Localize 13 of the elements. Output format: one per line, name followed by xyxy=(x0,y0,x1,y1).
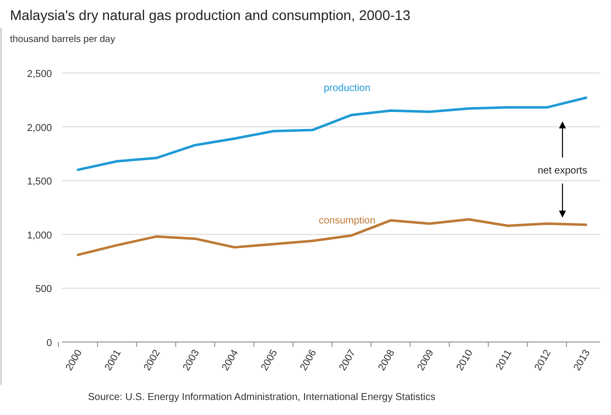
y-tick-label: 2,000 xyxy=(26,122,52,134)
source-note: Source: U.S. Energy Information Administration, International Energy Statistics xyxy=(88,392,436,403)
y-tick-label: 2,500 xyxy=(26,69,52,80)
y-tick-label: 500 xyxy=(35,284,52,296)
line-series xyxy=(76,218,588,256)
y-axis-title: thousand barrels per day xyxy=(10,34,116,45)
series-label: production xyxy=(324,82,370,94)
y-tick-label: 1,000 xyxy=(26,230,52,242)
annotation: net exports xyxy=(538,166,588,177)
chart-title: Malaysia's dry natural gas production and consumption, 2000-13 xyxy=(10,7,411,23)
series-label: consumption xyxy=(318,215,376,226)
y-tick-label: 1,500 xyxy=(26,176,52,188)
y-tick-label: 0 xyxy=(46,338,52,349)
